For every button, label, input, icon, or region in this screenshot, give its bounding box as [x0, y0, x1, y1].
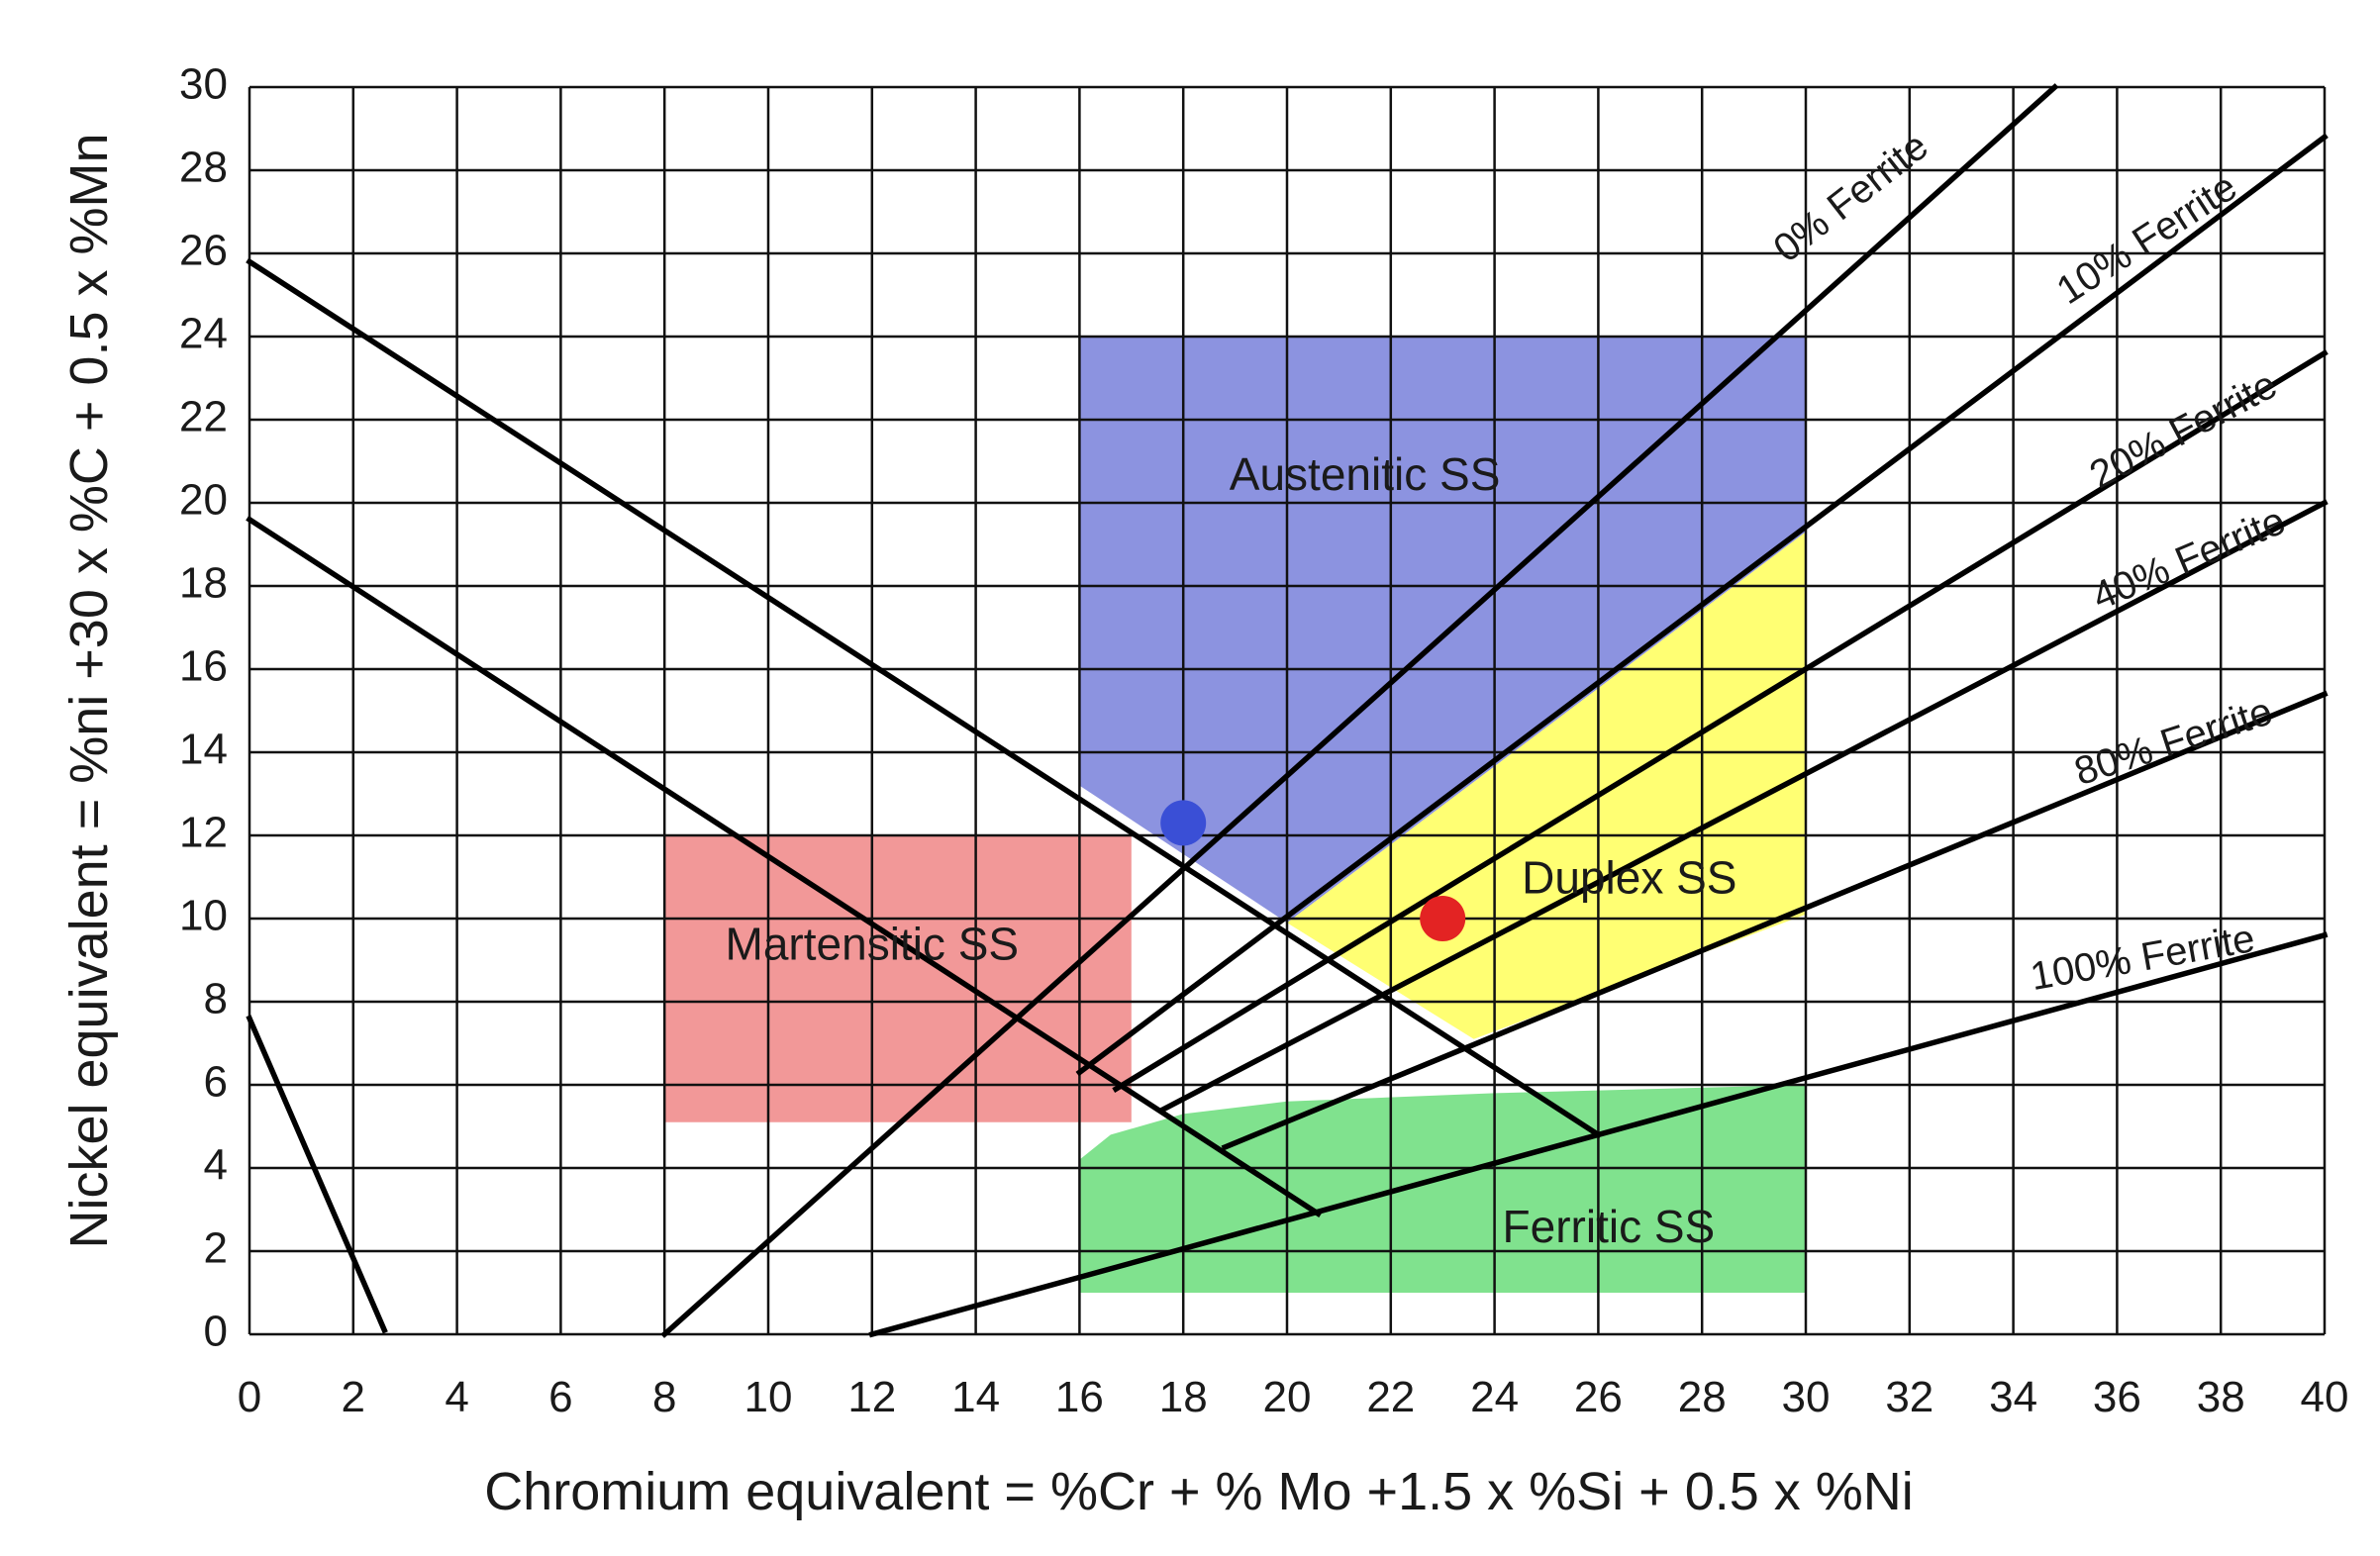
- ferrite-line-3: [1158, 499, 2329, 1114]
- x-tick-label: 28: [1678, 1373, 1727, 1421]
- x-tick-label: 36: [2093, 1373, 2141, 1421]
- x-axis-title: Chromium equivalent = %Cr + % Mo +1.5 x …: [484, 1462, 1914, 1521]
- x-tick-label: 24: [1470, 1373, 1519, 1421]
- ferrite-label-4: 80% Ferrite: [2069, 689, 2277, 794]
- region-duplex: [1287, 532, 1806, 1039]
- y-tick-label: 0: [204, 1308, 228, 1356]
- x-tick-label: 32: [1885, 1373, 1934, 1421]
- x-tick-label: 20: [1263, 1373, 1312, 1421]
- y-tick-label: 26: [179, 227, 228, 275]
- y-tick-label: 18: [179, 559, 228, 608]
- y-tick-label: 2: [204, 1224, 228, 1273]
- region-label-ferritic: Ferritic SS: [1503, 1201, 1716, 1252]
- x-tick-label: 0: [238, 1373, 261, 1421]
- x-tick-label: 18: [1159, 1373, 1208, 1421]
- y-tick-label: 8: [204, 975, 228, 1023]
- constitution-lines: [246, 83, 2329, 1338]
- x-tick-label: 2: [342, 1373, 365, 1421]
- y-tick-label: 16: [179, 642, 228, 691]
- boundary-line-1: [246, 515, 1323, 1218]
- ferrite-line-0: [660, 83, 2059, 1338]
- x-tick-label: 40: [2301, 1373, 2349, 1421]
- region-ferritic: [1079, 1085, 1806, 1293]
- region-label-duplex: Duplex SS: [1522, 851, 1736, 903]
- x-tick-label: 38: [2197, 1373, 2245, 1421]
- y-tick-label: 14: [179, 726, 228, 774]
- ferrite-line-2: [1112, 349, 2329, 1093]
- y-tick-label: 28: [179, 144, 228, 192]
- ferrite-line-4: [1221, 690, 2329, 1151]
- ferrite-line-1: [1075, 133, 2329, 1077]
- region-label-austenitic: Austenitic SS: [1230, 448, 1501, 500]
- ferrite-label-1: 10% Ferrite: [2049, 165, 2244, 314]
- y-tick-label: 6: [204, 1058, 228, 1107]
- x-tick-label: 14: [951, 1373, 1000, 1421]
- y-tick-label: 24: [179, 310, 228, 358]
- y-tick-label: 20: [179, 476, 228, 525]
- x-tick-label: 26: [1574, 1373, 1623, 1421]
- data-points: [1160, 800, 1466, 941]
- x-tick-label: 6: [548, 1373, 572, 1421]
- y-axis-title: Nickel equivalent = %ni +30 x %C + 0.5 x…: [59, 133, 119, 1248]
- ferrite-label-2: 20% Ferrite: [2083, 362, 2284, 497]
- data-point-1: [1420, 896, 1466, 941]
- boundary-line-0: [246, 257, 1603, 1139]
- boundary-line-2: [246, 1015, 388, 1334]
- x-tick-label: 10: [744, 1373, 793, 1421]
- y-tick-label: 4: [204, 1141, 228, 1190]
- data-point-0: [1160, 800, 1207, 846]
- x-tick-label: 4: [445, 1373, 468, 1421]
- region-label-martensitic: Martensitic SS: [726, 919, 1020, 970]
- region-austenitic: [1079, 337, 1806, 924]
- x-tick-label: 22: [1366, 1373, 1415, 1421]
- x-tick-label: 16: [1055, 1373, 1104, 1421]
- x-tick-label: 34: [1989, 1373, 2037, 1421]
- axis-ticks: 0 2 4 6 8 10 12 14 16 18 20 22 24 26 28 30 32 34 36 38 40024…: [179, 60, 2348, 1421]
- y-tick-label: 12: [179, 809, 228, 857]
- y-tick-label: 10: [179, 892, 228, 940]
- x-tick-label: 8: [652, 1373, 676, 1421]
- region-martensitic: [664, 835, 1132, 1122]
- x-tick-label: 12: [847, 1373, 896, 1421]
- y-tick-label: 30: [179, 60, 228, 109]
- x-tick-label: 30: [1782, 1373, 1831, 1421]
- y-tick-label: 22: [179, 393, 228, 441]
- grid: [248, 85, 2327, 1336]
- phase-regions: [664, 337, 1806, 1293]
